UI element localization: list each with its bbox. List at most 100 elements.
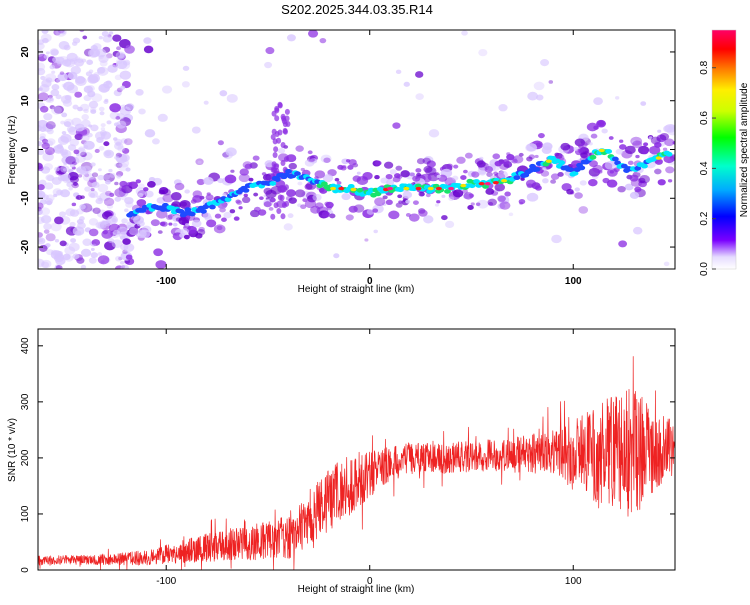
spectrogram-ridge-cloud-blob: [325, 201, 334, 209]
spectrogram-ridge-cloud-blob: [241, 196, 251, 204]
spectrogram-ridge-cloud-blob: [434, 203, 439, 207]
spectrogram-ridge-mark: [611, 156, 619, 162]
spectrogram-ridge-cloud-blob: [542, 167, 547, 171]
spectrogram-noise-blob: [195, 158, 204, 166]
spectrogram-noise-blob: [97, 174, 105, 181]
spectrogram-ridge-cloud-blob: [550, 173, 560, 180]
spectrogram-noise-blob: [50, 49, 59, 56]
spectrogram-noise-blob: [90, 45, 98, 51]
spectrogram-noise-blob: [423, 215, 434, 224]
spectrogram-noise-blob: [286, 34, 296, 42]
spectrogram-ridge-cloud-blob: [534, 185, 542, 191]
spectrogram-noise-blob: [89, 192, 96, 198]
spectrogram-ridge-mark: [513, 175, 521, 181]
spectrogram-noise-blob: [74, 58, 85, 67]
spectrogram-noise-blob: [153, 248, 163, 257]
spectrogram-ridge-cloud-blob: [657, 129, 662, 133]
spectrogram-noise-blob: [53, 193, 58, 198]
spectrogram-ridge-cloud-blob: [436, 200, 441, 204]
spectrogram-ridge-cloud-blob: [395, 202, 403, 208]
spectrogram-ridge-cloud-blob: [148, 176, 156, 183]
spectrogram-ridge-cloud-blob: [601, 128, 608, 134]
spectrogram-noise-blob: [63, 121, 72, 127]
spectrogram-noise-blob: [73, 149, 80, 155]
spectrogram-noise-blob: [373, 229, 378, 234]
spectrogram-ridge-cloud-blob: [143, 187, 149, 192]
spectrogram-hotspot-mark: [403, 186, 410, 191]
spectrogram-hotspot-mark: [484, 181, 491, 186]
spectrogram-y-tick-label: 20: [20, 46, 31, 58]
spectrogram-ridge-cloud-blob: [389, 169, 397, 175]
spectrogram-ridge-cloud-blob: [320, 154, 332, 163]
spectrogram-noise-blob: [40, 215, 52, 224]
spectrogram-noise-blob: [72, 37, 81, 44]
spectrogram-ridge-cloud-blob: [619, 144, 627, 150]
spectrogram-noise-blob: [97, 183, 109, 193]
spectrogram-noise-blob: [203, 100, 209, 105]
spectrogram-noise-blob: [38, 39, 45, 45]
spectrogram-ridge-cloud-blob: [422, 157, 431, 165]
spectrogram-noise-blob: [71, 202, 77, 207]
spectrogram-noise-blob: [101, 30, 109, 37]
spectrogram-ridge-mark: [273, 177, 281, 182]
spectrogram-ridge-cloud-blob: [497, 195, 506, 202]
spectrogram-ridge-cloud-blob: [229, 209, 236, 214]
spectrogram-ridge-cloud-blob: [415, 168, 422, 173]
spectrogram-noise-blob: [83, 108, 89, 114]
spectrogram-noise-blob: [74, 123, 85, 132]
spectrogram-noise-blob: [108, 31, 114, 35]
spectrogram-ridge-mark: [294, 171, 301, 177]
spectrogram-hotspot-mark: [460, 183, 467, 188]
spectrogram-ridge-cloud-blob: [672, 141, 675, 145]
colorbar-ticks: 0.0 0.2 0.4 0.6 0.8: [699, 60, 716, 276]
spectrogram-noise-blob: [111, 239, 123, 248]
spectrogram-ridge-cloud-blob: [238, 173, 250, 183]
spectrogram-noise-blob: [68, 186, 73, 191]
spectrogram-ridge-cloud-blob: [336, 181, 342, 185]
spectrogram-ridge-cloud-blob: [520, 177, 525, 181]
spectrogram-noise-blob: [38, 62, 46, 71]
spectrogram-ridge-cloud-blob: [492, 153, 501, 160]
spectrogram-ridge-cloud-blob: [196, 228, 206, 236]
spectrogram-noise-blob: [161, 85, 173, 94]
spectrogram-ridge-cloud-blob: [540, 170, 550, 177]
spectrogram-ridge-cloud-blob: [649, 145, 661, 155]
spectrogram-noise-blob: [43, 113, 53, 121]
spectrogram-ridge-cloud-blob: [297, 181, 303, 186]
spectrogram-smear-blob: [274, 167, 280, 174]
spectrogram-noise-blob: [54, 166, 60, 172]
spectrogram-ridge-cloud-blob: [635, 154, 640, 159]
spectrogram-noise-blob: [40, 75, 46, 81]
spectrogram-ridge-cloud-blob: [526, 192, 539, 202]
spectrogram-ridge-mark: [188, 211, 196, 217]
spectrogram-noise-blob: [124, 138, 133, 146]
spectrogram-noise-blob: [191, 126, 201, 134]
colorbar-tick-label: 0.6: [699, 111, 710, 125]
spectrogram-noise-blob: [100, 127, 106, 131]
spectrogram-noise-blob: [43, 54, 49, 59]
spectrogram-ridge-cloud-blob: [663, 125, 673, 133]
spectrogram-noise-blob: [74, 76, 87, 86]
spectrogram-ridge-cloud-blob: [300, 204, 307, 210]
snr-x-tick-label: -100: [156, 576, 176, 587]
spectrogram-noise-blob: [155, 260, 167, 269]
spectrogram-noise-blob: [69, 163, 75, 168]
spectrogram-noise-blob: [79, 103, 90, 112]
spectrogram-ridge-cloud-blob: [397, 194, 403, 199]
spectrogram-ridge-mark: [605, 149, 613, 154]
spectrogram-noise-blob: [80, 151, 87, 158]
spectrogram-noise-blob: [98, 106, 105, 112]
spectrogram-noise-blob: [88, 218, 99, 226]
colorbar-frame: [711, 29, 737, 270]
spectrogram-noise-blob: [77, 106, 83, 112]
spectrogram-smear-blob: [276, 208, 282, 215]
spectrogram-noise-blob: [98, 168, 102, 172]
spectrogram-noise-blob: [219, 90, 228, 97]
snr-plot-area: [38, 329, 675, 570]
spectrogram-ridge-cloud-blob: [233, 216, 240, 221]
spectrogram-smear-blob: [281, 202, 287, 209]
spectrogram-noise-blob: [74, 230, 82, 236]
spectrogram-ridge-cloud-blob: [124, 196, 134, 205]
spectrogram-ridge-cloud-blob: [162, 193, 174, 203]
spectrogram-ridge-cloud-blob: [618, 139, 624, 143]
